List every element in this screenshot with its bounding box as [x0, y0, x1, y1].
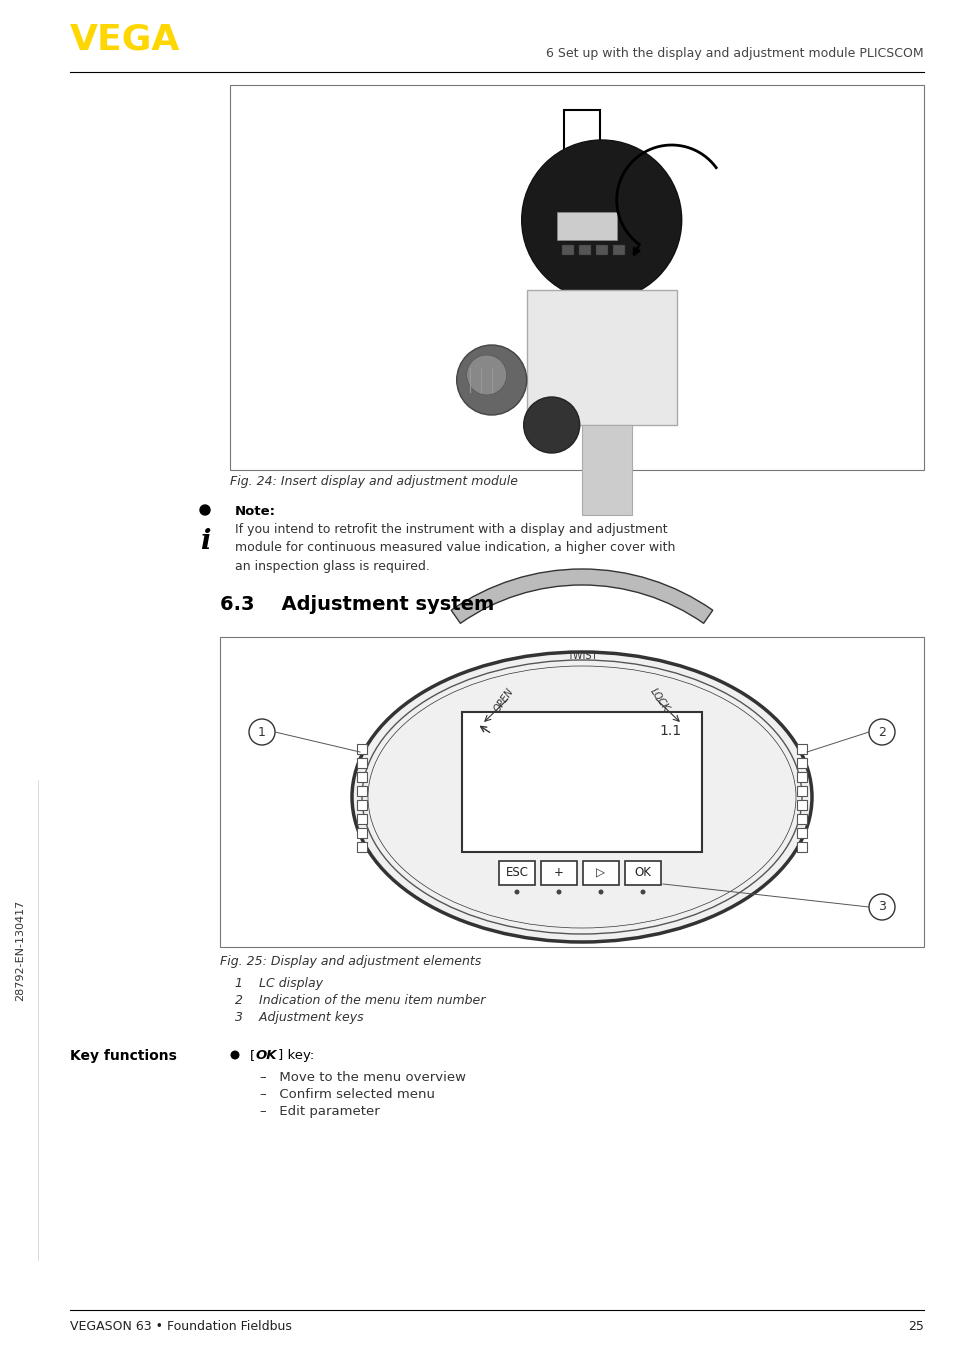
Bar	[561, 245, 573, 255]
Bar	[526, 290, 676, 425]
Text: ESC: ESC	[505, 867, 528, 880]
Circle shape	[523, 397, 579, 454]
Bar	[356, 800, 367, 810]
Text: –   Edit parameter: – Edit parameter	[260, 1105, 379, 1118]
Bar	[356, 758, 367, 768]
Text: 6.3    Adjustment system: 6.3 Adjustment system	[220, 594, 494, 613]
Bar	[612, 245, 624, 255]
Bar	[581, 425, 631, 515]
FancyBboxPatch shape	[540, 861, 577, 886]
Circle shape	[231, 1051, 239, 1059]
FancyBboxPatch shape	[498, 861, 535, 886]
Text: –   Move to the menu overview: – Move to the menu overview	[260, 1071, 465, 1085]
Bar	[356, 787, 367, 796]
Text: 2: 2	[877, 726, 885, 738]
Text: 1.1: 1.1	[659, 724, 681, 738]
Bar	[230, 85, 923, 470]
Text: 1    LC display: 1 LC display	[234, 978, 323, 990]
Circle shape	[249, 719, 274, 745]
Circle shape	[200, 505, 210, 515]
Text: If you intend to retrofit the instrument with a display and adjustment
module fo: If you intend to retrofit the instrument…	[234, 523, 675, 573]
Bar	[461, 712, 701, 852]
Text: ] key:: ] key:	[277, 1049, 314, 1062]
Text: Key functions: Key functions	[70, 1049, 176, 1063]
Bar	[796, 800, 806, 810]
Text: 1: 1	[258, 726, 266, 738]
Text: OK: OK	[255, 1049, 277, 1062]
Text: VEGA: VEGA	[70, 22, 180, 56]
Text: OPEN: OPEN	[492, 686, 516, 714]
Text: 25: 25	[907, 1320, 923, 1332]
Bar	[356, 842, 367, 852]
Bar	[796, 787, 806, 796]
Bar	[578, 245, 590, 255]
Circle shape	[598, 890, 603, 895]
Circle shape	[556, 890, 561, 895]
Text: 3    Adjustment keys: 3 Adjustment keys	[234, 1011, 363, 1024]
Text: i: i	[199, 528, 210, 555]
Text: 6 Set up with the display and adjustment module PLICSCOM: 6 Set up with the display and adjustment…	[546, 47, 923, 60]
Circle shape	[466, 355, 506, 395]
Text: Fig. 24: Insert display and adjustment module: Fig. 24: Insert display and adjustment m…	[230, 475, 517, 487]
FancyBboxPatch shape	[582, 861, 618, 886]
Text: 3: 3	[877, 900, 885, 914]
Text: 2    Indication of the menu item number: 2 Indication of the menu item number	[234, 994, 485, 1007]
Text: 28792-EN-130417: 28792-EN-130417	[15, 899, 25, 1001]
Circle shape	[521, 139, 681, 301]
FancyBboxPatch shape	[624, 861, 660, 886]
Circle shape	[868, 719, 894, 745]
Bar	[563, 110, 599, 195]
Bar	[557, 213, 616, 240]
Text: TWIST: TWIST	[566, 651, 597, 661]
Bar	[796, 829, 806, 838]
Wedge shape	[451, 569, 712, 623]
Circle shape	[868, 894, 894, 919]
Bar	[220, 636, 923, 946]
Text: –   Confirm selected menu: – Confirm selected menu	[260, 1089, 435, 1101]
Bar	[356, 829, 367, 838]
Bar	[796, 772, 806, 783]
Bar	[356, 772, 367, 783]
Bar	[796, 842, 806, 852]
Bar	[796, 743, 806, 754]
Bar	[595, 245, 607, 255]
Text: LOCK: LOCK	[648, 686, 671, 714]
Circle shape	[456, 345, 526, 414]
Circle shape	[514, 890, 519, 895]
Text: OK: OK	[634, 867, 651, 880]
Bar	[796, 758, 806, 768]
Bar	[356, 743, 367, 754]
Text: [: [	[250, 1049, 255, 1062]
Text: ▷: ▷	[596, 867, 605, 880]
Text: VEGASON 63 • Foundation Fieldbus: VEGASON 63 • Foundation Fieldbus	[70, 1320, 292, 1332]
Text: Note:: Note:	[234, 505, 275, 519]
Text: +: +	[554, 867, 563, 880]
Polygon shape	[546, 195, 616, 225]
Ellipse shape	[352, 653, 811, 942]
Text: Fig. 25: Display and adjustment elements: Fig. 25: Display and adjustment elements	[220, 955, 480, 968]
Bar	[796, 814, 806, 825]
Circle shape	[639, 890, 645, 895]
Bar	[356, 814, 367, 825]
